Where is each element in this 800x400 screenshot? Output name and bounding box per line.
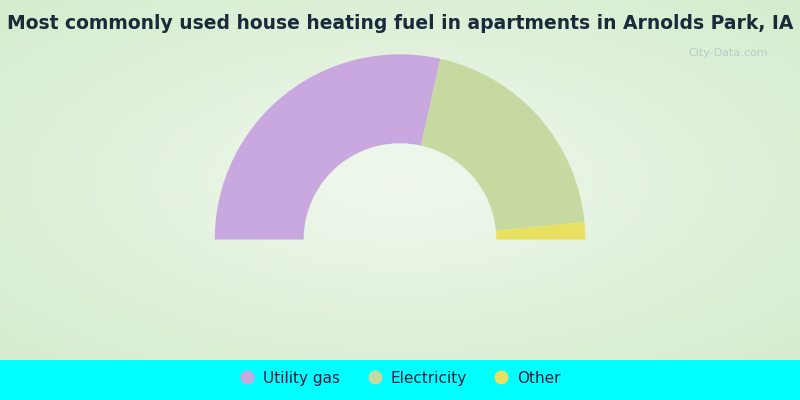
Wedge shape <box>421 59 585 230</box>
Wedge shape <box>496 222 586 240</box>
Wedge shape <box>214 54 441 240</box>
Text: City-Data.com: City-Data.com <box>688 48 768 58</box>
Text: Most commonly used house heating fuel in apartments in Arnolds Park, IA: Most commonly used house heating fuel in… <box>7 14 793 33</box>
Legend: Utility gas, Electricity, Other: Utility gas, Electricity, Other <box>234 364 566 392</box>
